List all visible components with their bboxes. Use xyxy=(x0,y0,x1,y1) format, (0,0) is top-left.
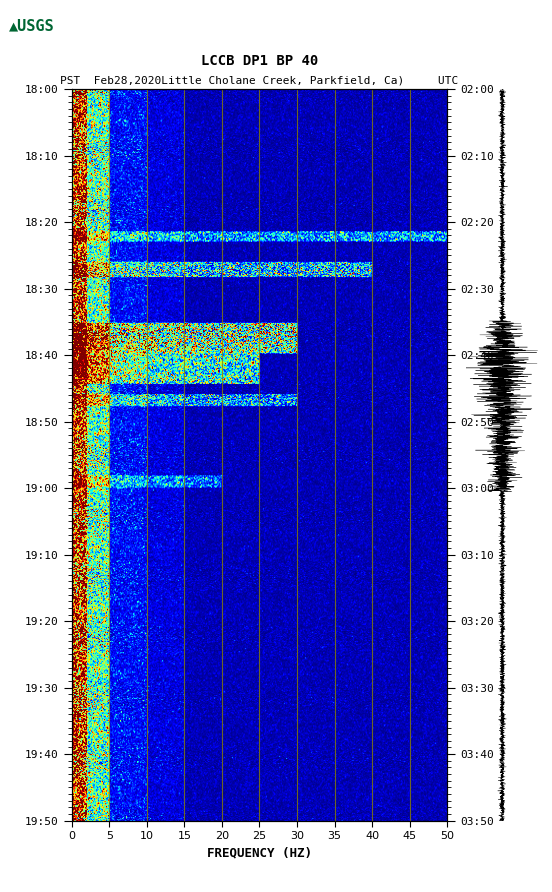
Text: LCCB DP1 BP 40: LCCB DP1 BP 40 xyxy=(201,54,318,68)
Text: PST  Feb28,2020Little Cholane Creek, Parkfield, Ca)     UTC: PST Feb28,2020Little Cholane Creek, Park… xyxy=(60,75,459,86)
X-axis label: FREQUENCY (HZ): FREQUENCY (HZ) xyxy=(207,847,312,860)
Text: ▲USGS: ▲USGS xyxy=(9,19,55,33)
